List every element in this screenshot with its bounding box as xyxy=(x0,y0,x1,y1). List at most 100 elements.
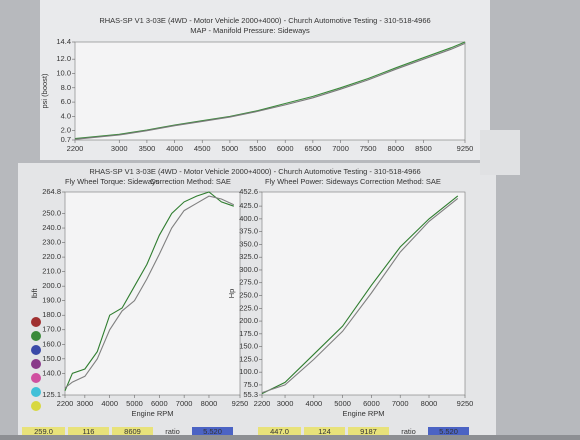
x-tick-label: 5500 xyxy=(249,144,266,153)
x-tick-label: 4000 xyxy=(305,399,322,408)
x-tick-label: 5000 xyxy=(222,144,239,153)
y-tick-label: 250.0 xyxy=(239,291,258,300)
y-tick-label: 170.0 xyxy=(42,325,61,334)
y-tick-label: 300.0 xyxy=(239,265,258,274)
footer-box xyxy=(392,427,425,437)
y-tick-label: 180.0 xyxy=(42,310,61,319)
footer-value: 5.520 xyxy=(439,427,458,435)
x-tick-label: 9250 xyxy=(457,399,474,408)
y-tick-label: 375.0 xyxy=(239,227,258,236)
x-tick-label: 2200 xyxy=(67,144,84,153)
chart-title: RHAS-SP V1 3-03E (4WD - Motor Vehicle 20… xyxy=(99,16,430,25)
y-tick-label: 75.0 xyxy=(243,380,258,389)
y-tick-label: 6.0 xyxy=(61,97,71,106)
x-tick-label: 7000 xyxy=(392,399,409,408)
footer-box xyxy=(192,427,233,437)
footer-value: 8609 xyxy=(124,427,141,435)
footer-box xyxy=(22,427,65,437)
y-tick-label: 240.0 xyxy=(42,223,61,232)
plot-area xyxy=(74,41,466,141)
x-tick-label: 8000 xyxy=(421,399,438,408)
y-tick-label: 225.0 xyxy=(239,303,258,312)
x-tick-label: 2200 xyxy=(254,399,271,408)
y-tick-label: 125.0 xyxy=(239,354,258,363)
x-tick-label: 3000 xyxy=(277,399,294,408)
dot xyxy=(31,359,41,369)
footer-value: ratio xyxy=(165,427,180,435)
y-tick-label: 190.0 xyxy=(42,296,61,305)
footer-value: 5.520 xyxy=(203,427,222,435)
dot xyxy=(31,387,41,397)
y-tick-label: 0.7 xyxy=(61,135,71,144)
y-tick-label: 4.0 xyxy=(61,111,71,120)
subtitle: Fly Wheel Power: Sideways xyxy=(265,177,358,186)
x-tick-label: 3500 xyxy=(139,144,156,153)
footer-box xyxy=(156,427,189,437)
footer-box xyxy=(348,427,389,437)
footer-box xyxy=(304,427,345,437)
data-line xyxy=(74,41,466,140)
chart-title: RHAS-SP V1 3-03E (4WD - Motor Vehicle 20… xyxy=(89,167,420,176)
y-tick-label: 12.0 xyxy=(56,54,71,63)
y-tick-label: 125.1 xyxy=(42,390,61,399)
y-tick-label: 8.0 xyxy=(61,83,71,92)
x-tick-label: 4000 xyxy=(166,144,183,153)
y-axis-label: lbft xyxy=(30,288,39,299)
x-tick-label: 8000 xyxy=(201,399,218,408)
x-tick-label: 8000 xyxy=(388,144,405,153)
data-line xyxy=(64,195,235,389)
y-tick-label: 275.0 xyxy=(239,278,258,287)
data-line xyxy=(261,195,459,395)
x-tick-label: 3000 xyxy=(77,399,94,408)
footer-value: 259.0 xyxy=(34,427,53,435)
x-tick-label: 6500 xyxy=(305,144,322,153)
x-axis-label: Engine RPM xyxy=(342,409,384,418)
x-tick-label: 7500 xyxy=(360,144,377,153)
x-tick-label: 2200 xyxy=(57,399,74,408)
x-tick-label: 9250 xyxy=(232,399,249,408)
x-tick-label: 5000 xyxy=(126,399,143,408)
footer-box xyxy=(428,427,469,437)
y-tick-label: 10.0 xyxy=(56,68,71,77)
footer-value: 447.0 xyxy=(270,427,289,435)
dot xyxy=(31,317,41,327)
y-tick-label: 150.0 xyxy=(239,342,258,351)
y-tick-label: 100.0 xyxy=(239,367,258,376)
footer-box xyxy=(258,427,301,437)
x-tick-label: 8500 xyxy=(415,144,432,153)
y-tick-label: 160.0 xyxy=(42,339,61,348)
y-tick-label: 175.0 xyxy=(239,329,258,338)
data-line xyxy=(74,42,466,140)
x-tick-label: 4500 xyxy=(194,144,211,153)
y-tick-label: 400.0 xyxy=(239,214,258,223)
y-tick-label: 200.0 xyxy=(239,316,258,325)
x-tick-label: 7000 xyxy=(332,144,349,153)
x-tick-label: 5000 xyxy=(334,399,351,408)
x-tick-label: 6000 xyxy=(151,399,168,408)
y-axis-label: Hp xyxy=(227,289,236,299)
y-tick-label: 200.0 xyxy=(42,281,61,290)
y-tick-label: 250.0 xyxy=(42,208,61,217)
x-tick-label: 7000 xyxy=(176,399,193,408)
y-tick-label: 230.0 xyxy=(42,238,61,247)
plot-area xyxy=(261,191,466,396)
note: Correction Method: SAE xyxy=(360,177,441,186)
x-tick-label: 4000 xyxy=(101,399,118,408)
y-tick-label: 140.0 xyxy=(42,368,61,377)
data-line xyxy=(64,191,234,392)
y-tick-label: 2.0 xyxy=(61,126,71,135)
dot xyxy=(31,345,41,355)
y-tick-label: 150.0 xyxy=(42,354,61,363)
y-tick-label: 14.4 xyxy=(56,37,71,46)
x-axis-label: Engine RPM xyxy=(131,409,173,418)
footer-box xyxy=(112,427,153,437)
footer-value: 116 xyxy=(83,427,95,435)
x-tick-label: 6000 xyxy=(363,399,380,408)
y-tick-label: 350.0 xyxy=(239,239,258,248)
dot xyxy=(31,373,41,383)
footer-box xyxy=(68,427,109,437)
plot-area xyxy=(64,191,241,396)
data-line xyxy=(261,197,459,394)
x-tick-label: 3000 xyxy=(111,144,128,153)
